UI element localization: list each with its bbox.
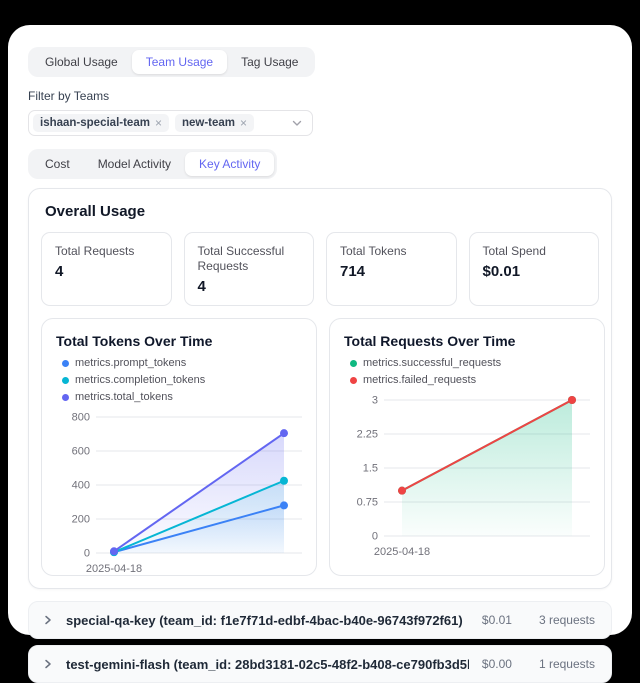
stats-row: Total Requests 4 Total Successful Reques… [41,232,599,306]
svg-text:800: 800 [72,412,90,424]
requests-chart-title: Total Requests Over Time [344,333,516,349]
tokens-area-chart: 0 200 400 600 800 2025-04-18 [72,412,302,575]
legend-item: metrics.prompt_tokens [62,357,186,369]
page-background: { "scope_tabs": { "items": [ { "label": … [8,25,632,683]
svg-text:0: 0 [84,548,90,560]
key-rows-list: special-qa-key (team_id: f1e7f71d-edbf-4… [28,601,612,683]
stat-value: $0.01 [482,263,521,280]
key-row-special-qa-key[interactable]: special-qa-key (team_id: f1e7f71d-edbf-4… [28,601,612,639]
svg-text:2025-04-18: 2025-04-18 [86,563,142,575]
key-row-test-gemini-flash[interactable]: test-gemini-flash (team_id: 28bd3181-02c… [28,645,612,683]
legend-item: metrics.total_tokens [62,391,173,403]
selected-team-tag: ishaan-special-team × [33,114,169,132]
tokens-chart-card: Total Tokens Over Time metrics.prompt_to… [41,318,317,576]
key-row-spend: $0.01 [481,613,512,627]
charts-row: Total Tokens Over Time metrics.prompt_to… [41,318,605,576]
svg-text:1.5: 1.5 [363,463,378,475]
selected-team-tag: new-team × [174,114,255,132]
legend-label: metrics.total_tokens [75,391,173,403]
tokens-chart-legend: metrics.prompt_tokens metrics.completion… [62,357,304,403]
stat-value: 4 [197,278,206,295]
svg-text:600: 600 [72,446,90,458]
key-row-request-count: 1 requests [538,657,595,671]
tab-key-activity[interactable]: Key Activity [185,152,275,176]
usage-dashboard-window: Global Usage Team Usage Tag Usage Filter… [8,25,632,683]
stat-value: 714 [340,263,366,280]
legend-label: metrics.failed_requests [363,374,477,386]
legend-dot [350,376,357,384]
stat-card-total-requests: Total Requests 4 [41,232,172,306]
team-filter-select[interactable]: ishaan-special-team × new-team × [28,110,313,136]
usage-scope-tabs: Global Usage Team Usage Tag Usage [28,47,316,77]
stat-card-total-successful-requests: Total Successful Requests 4 [183,232,314,306]
legend-dot [350,359,357,367]
requests-chart-legend: metrics.successful_requests metrics.fail… [350,357,592,386]
tab-cost[interactable]: Cost [45,157,70,171]
legend-dot [62,376,69,384]
tab-model-activity[interactable]: Model Activity [97,157,172,171]
svg-text:0: 0 [372,531,378,543]
svg-text:400: 400 [72,480,90,492]
chevron-right-icon[interactable] [43,658,53,670]
requests-chart-card: Total Requests Over Time metrics.success… [329,318,605,576]
chevron-down-icon[interactable] [291,117,303,129]
chevron-right-icon[interactable] [43,614,53,626]
svg-text:2025-04-18: 2025-04-18 [374,546,430,558]
legend-item: metrics.successful_requests [350,357,501,369]
svg-text:0.75: 0.75 [357,497,378,509]
stat-value: 4 [55,263,64,280]
stat-label: Total Tokens [340,244,407,258]
overall-usage-title: Overall Usage [45,203,146,220]
overall-usage-card: Overall Usage Total Requests 4 Total Suc… [28,188,612,589]
legend-item: metrics.completion_tokens [62,374,205,386]
requests-area-chart: 0 0.75 1.5 2.25 3 2025-04-18 [357,395,590,558]
tab-team-usage[interactable]: Team Usage [131,50,228,74]
key-row-spend: $0.00 [481,657,512,671]
legend-label: metrics.successful_requests [363,357,502,369]
key-row-title: test-gemini-flash (team_id: 28bd3181-02c… [66,656,469,672]
filter-by-teams-label: Filter by Teams [28,89,110,103]
remove-team-icon[interactable]: × [154,116,162,130]
remove-team-icon[interactable]: × [240,116,248,130]
tokens-chart-title: Total Tokens Over Time [56,333,213,349]
svg-text:2.25: 2.25 [357,429,378,441]
stat-label: Total Requests [55,244,135,258]
activity-tabs: Cost Model Activity Key Activity [28,149,278,179]
legend-dot [62,393,69,401]
tab-tag-usage[interactable]: Tag Usage [241,55,299,69]
svg-text:200: 200 [72,514,90,526]
selected-team-label: new-team [181,117,235,129]
stat-label: Total Spend [482,244,546,258]
key-row-title: special-qa-key (team_id: f1e7f71d-edbf-4… [66,612,463,628]
stat-label: Total Successful Requests [197,244,285,273]
stat-card-total-spend: Total Spend $0.01 [468,232,599,306]
stat-card-total-tokens: Total Tokens 714 [326,232,457,306]
legend-dot [62,359,69,367]
legend-label: metrics.prompt_tokens [75,357,187,369]
legend-item: metrics.failed_requests [350,374,476,386]
tab-global-usage[interactable]: Global Usage [45,55,118,69]
svg-text:3: 3 [372,395,378,407]
key-row-request-count: 3 requests [538,613,595,627]
selected-team-label: ishaan-special-team [40,117,150,129]
legend-label: metrics.completion_tokens [75,374,206,386]
